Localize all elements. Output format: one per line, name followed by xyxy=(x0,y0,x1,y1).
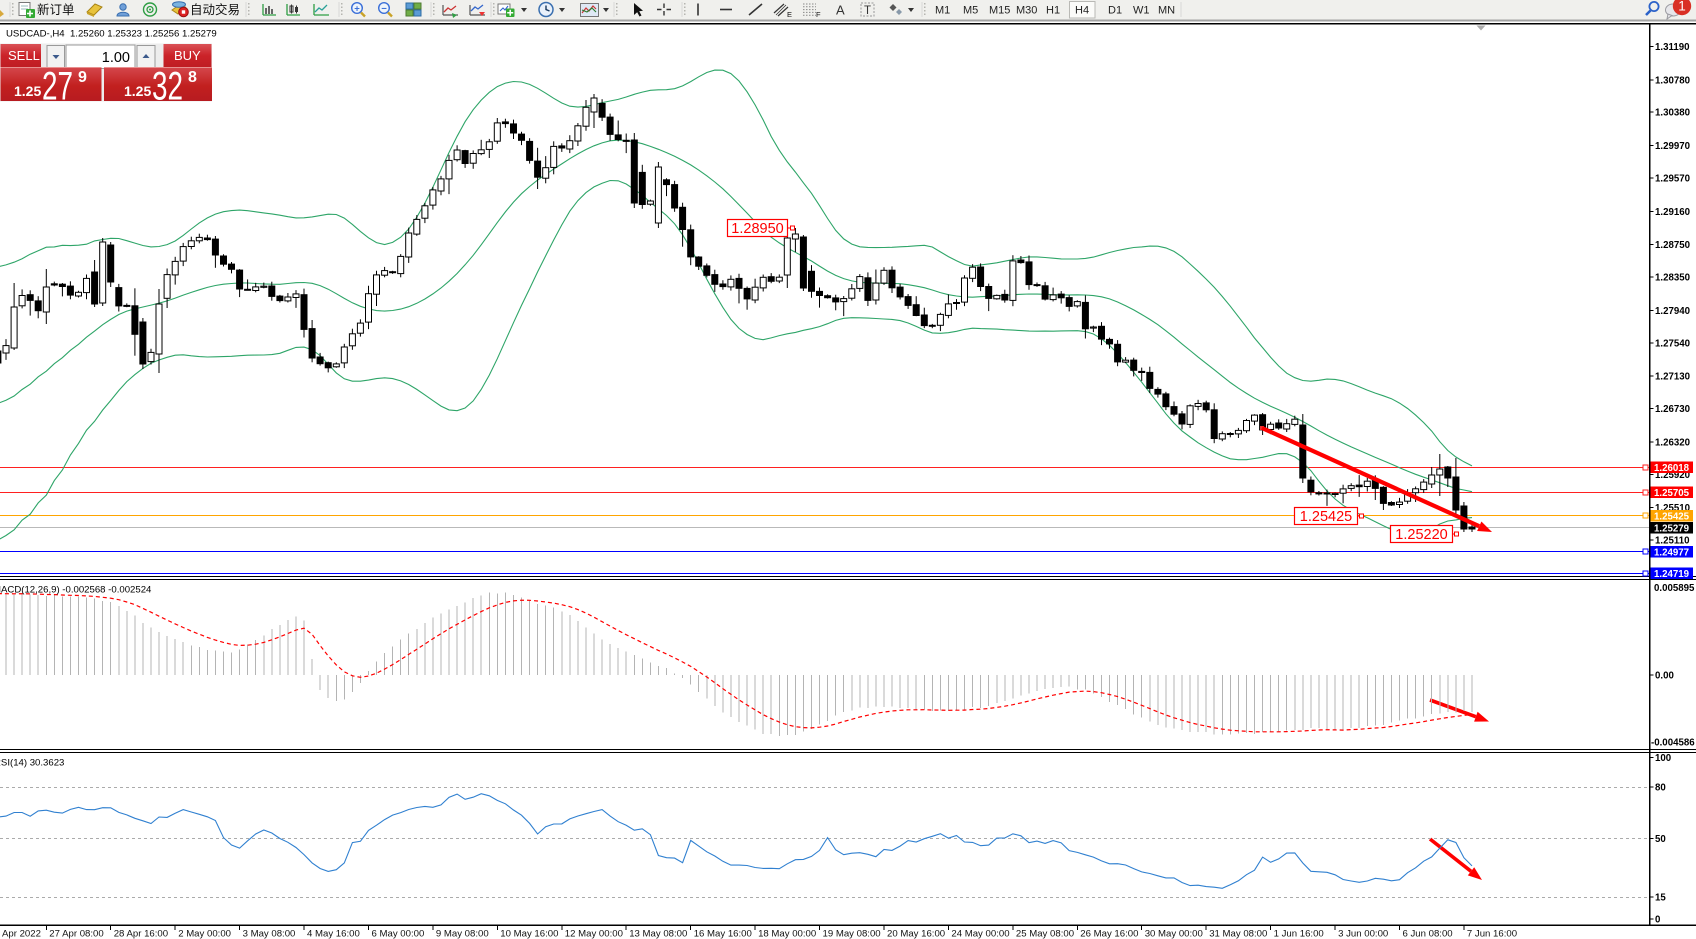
svg-text:1.28350: 1.28350 xyxy=(1655,273,1690,284)
svg-text:1.29970: 1.29970 xyxy=(1655,141,1690,152)
svg-text:1.25920: 1.25920 xyxy=(1655,470,1690,481)
svg-text:自动交易: 自动交易 xyxy=(190,2,240,17)
svg-text:SELL: SELL xyxy=(8,48,40,63)
svg-text:1.26730: 1.26730 xyxy=(1655,404,1690,415)
svg-text:USDCAD-,H4 1.25260 1.25323 1.: USDCAD-,H4 1.25260 1.25323 1.25256 1.252… xyxy=(6,29,217,40)
svg-text:T: T xyxy=(864,5,871,17)
svg-text:1.27940: 1.27940 xyxy=(1655,306,1690,317)
svg-text:0.00: 0.00 xyxy=(1655,671,1674,682)
svg-text:1.29570: 1.29570 xyxy=(1655,174,1690,185)
svg-text:32: 32 xyxy=(152,65,183,109)
svg-text:1.25425: 1.25425 xyxy=(1654,511,1690,522)
svg-text:100: 100 xyxy=(1655,753,1671,764)
svg-text:1.31190: 1.31190 xyxy=(1655,42,1689,53)
svg-text:1.27540: 1.27540 xyxy=(1655,338,1690,349)
svg-text:-0.004586: -0.004586 xyxy=(1651,738,1695,749)
svg-text:+: + xyxy=(354,3,360,14)
svg-text:9 May 08:00: 9 May 08:00 xyxy=(436,929,489,939)
svg-text:1.25: 1.25 xyxy=(14,83,41,99)
svg-text:M1: M1 xyxy=(935,5,950,17)
svg-text:26 May 16:00: 26 May 16:00 xyxy=(1080,929,1138,939)
svg-text:M15: M15 xyxy=(989,5,1010,17)
svg-text:BUY: BUY xyxy=(174,48,201,63)
svg-text:1.00: 1.00 xyxy=(102,50,130,66)
svg-text:50: 50 xyxy=(1655,834,1666,845)
svg-text:1.28750: 1.28750 xyxy=(1655,240,1690,251)
svg-text:3 Jun 00:00: 3 Jun 00:00 xyxy=(1338,929,1388,939)
svg-text:2 May 00:00: 2 May 00:00 xyxy=(178,929,231,939)
svg-text:M5: M5 xyxy=(963,5,978,17)
svg-text:1.25220: 1.25220 xyxy=(1395,527,1447,543)
svg-text:7 Jun 16:00: 7 Jun 16:00 xyxy=(1467,929,1517,939)
svg-text:24 May 00:00: 24 May 00:00 xyxy=(951,929,1009,939)
svg-text:0: 0 xyxy=(1655,915,1660,926)
svg-text:18 May 00:00: 18 May 00:00 xyxy=(758,929,816,939)
svg-text:1.27130: 1.27130 xyxy=(1655,372,1690,383)
svg-text:1.26018: 1.26018 xyxy=(1654,463,1690,474)
svg-text:M30: M30 xyxy=(1016,5,1037,17)
svg-text:H4: H4 xyxy=(1075,5,1089,17)
svg-text:30 May 00:00: 30 May 00:00 xyxy=(1145,929,1203,939)
svg-text:W1: W1 xyxy=(1133,5,1150,17)
svg-text:F: F xyxy=(816,10,821,19)
svg-text:25 May 08:00: 25 May 08:00 xyxy=(1016,929,1074,939)
svg-text:新订单: 新订单 xyxy=(37,2,75,17)
svg-text:8: 8 xyxy=(188,69,197,86)
svg-text:15: 15 xyxy=(1655,893,1666,904)
svg-text:4 May 16:00: 4 May 16:00 xyxy=(307,929,360,939)
svg-text:6 Jun 08:00: 6 Jun 08:00 xyxy=(1403,929,1453,939)
svg-text:A: A xyxy=(836,3,845,18)
svg-text:MN: MN xyxy=(1158,5,1175,17)
svg-text:13 May 08:00: 13 May 08:00 xyxy=(629,929,687,939)
svg-text:H1: H1 xyxy=(1046,5,1060,17)
svg-text:27: 27 xyxy=(42,65,73,109)
svg-text:1 Jun 16:00: 1 Jun 16:00 xyxy=(1274,929,1324,939)
svg-text:6 May 00:00: 6 May 00:00 xyxy=(372,929,425,939)
svg-text:19 May 08:00: 19 May 08:00 xyxy=(823,929,881,939)
svg-text:1.25705: 1.25705 xyxy=(1654,488,1690,499)
svg-text:28 Apr 16:00: 28 Apr 16:00 xyxy=(114,929,168,939)
svg-text:1.26320: 1.26320 xyxy=(1655,437,1690,448)
svg-text:RSI(14) 30.3623: RSI(14) 30.3623 xyxy=(0,758,64,769)
svg-text:MACD(12,26,9) -0.002568 -0.002: MACD(12,26,9) -0.002568 -0.002524 xyxy=(0,585,152,596)
svg-text:16 May 16:00: 16 May 16:00 xyxy=(694,929,752,939)
svg-text:31 May 08:00: 31 May 08:00 xyxy=(1209,929,1267,939)
svg-text:1.25425: 1.25425 xyxy=(1300,509,1352,525)
svg-text:Apr 2022: Apr 2022 xyxy=(2,929,41,939)
svg-text:1.29160: 1.29160 xyxy=(1655,207,1690,218)
svg-text:1.24977: 1.24977 xyxy=(1654,547,1689,558)
svg-text:1.28950: 1.28950 xyxy=(731,221,783,237)
svg-text:27 Apr 08:00: 27 Apr 08:00 xyxy=(49,929,103,939)
svg-text:1.30780: 1.30780 xyxy=(1655,75,1690,86)
svg-text:9: 9 xyxy=(78,69,87,86)
svg-text:1.25510: 1.25510 xyxy=(1655,503,1690,514)
svg-text:1.25: 1.25 xyxy=(124,83,151,99)
svg-text:−: − xyxy=(381,3,387,14)
svg-text:1.25279: 1.25279 xyxy=(1654,523,1690,534)
svg-text:10 May 16:00: 10 May 16:00 xyxy=(500,929,558,939)
svg-text:0.005895: 0.005895 xyxy=(1654,583,1695,594)
svg-text:12 May 00:00: 12 May 00:00 xyxy=(565,929,623,939)
svg-text:3 May 08:00: 3 May 08:00 xyxy=(243,929,296,939)
svg-text:20 May 16:00: 20 May 16:00 xyxy=(887,929,945,939)
svg-text:1.24719: 1.24719 xyxy=(1654,569,1690,580)
svg-text:80: 80 xyxy=(1655,783,1666,794)
svg-text:1: 1 xyxy=(1678,0,1686,14)
svg-text:1.30380: 1.30380 xyxy=(1655,108,1690,119)
svg-text:D1: D1 xyxy=(1108,5,1122,17)
svg-text:1.25110: 1.25110 xyxy=(1655,536,1689,547)
svg-text:E: E xyxy=(787,10,792,19)
